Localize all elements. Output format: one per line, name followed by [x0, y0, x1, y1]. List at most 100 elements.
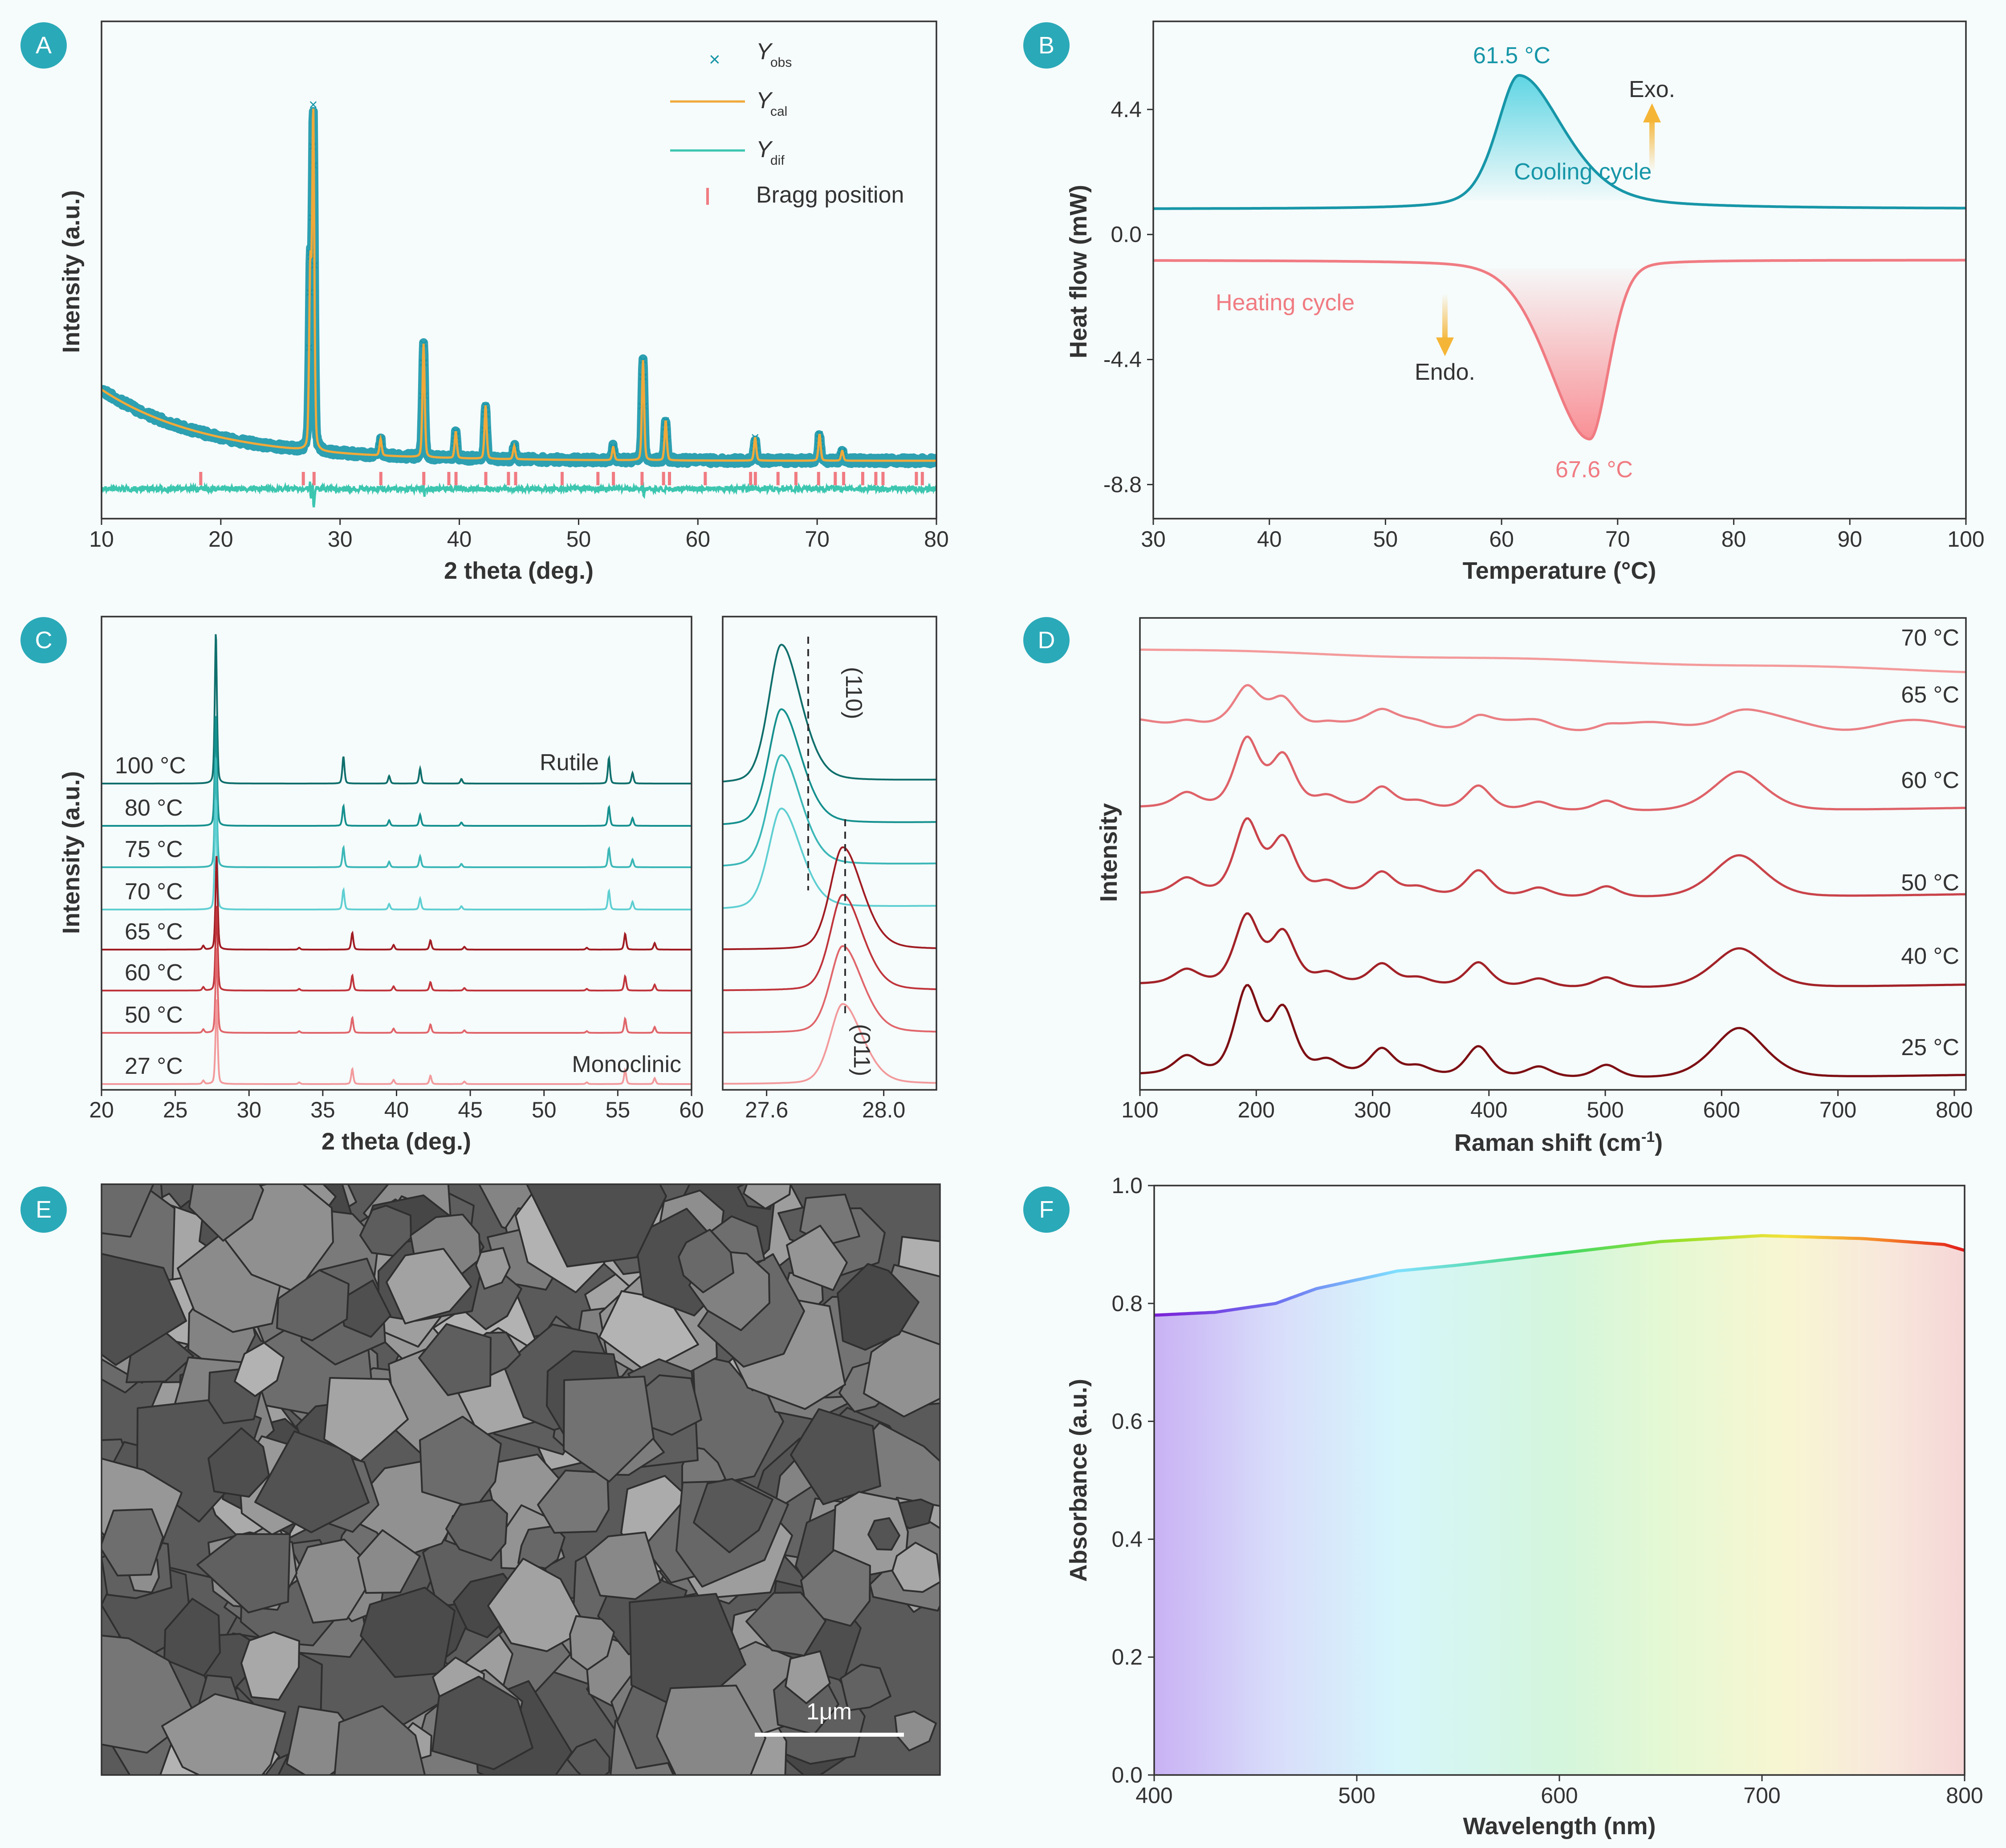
b-cooling-series	[1153, 74, 1966, 210]
bragg-tick	[507, 472, 510, 485]
c-y-axis-label: Intensity (a.u.)	[58, 771, 85, 934]
x-tick-label: 80	[1721, 527, 1746, 552]
sem-micrograph	[102, 1184, 940, 1775]
b-heating-fill	[1478, 262, 1688, 439]
sem-grain	[357, 1529, 421, 1594]
y-tick-label: 0.0	[1111, 1763, 1143, 1787]
b-plot-frame	[1152, 20, 1967, 520]
sem-grains	[102, 1184, 940, 1775]
sem-grain	[840, 1664, 891, 1711]
bragg-tick	[596, 472, 600, 485]
sem-grain	[208, 1427, 270, 1498]
bragg-tick	[514, 472, 517, 485]
x-tick-label: 28.0	[862, 1097, 905, 1122]
d-plot-frame	[1139, 617, 1967, 1091]
bragg-tick	[776, 472, 780, 485]
d-raman-series	[1140, 648, 1965, 1078]
sem-grain	[517, 1525, 566, 1569]
badge-label: A	[36, 32, 52, 59]
sem-grain	[334, 1705, 426, 1775]
b-heating-peak-annotation: 67.6 °C	[1555, 457, 1633, 483]
x-tick-label: 20	[89, 1097, 114, 1122]
bragg-tick	[834, 472, 837, 485]
a-observed-series	[102, 107, 936, 468]
c-inset-label-110: (110)	[841, 667, 867, 719]
c-temperature-labels: 100 °C 80 °C 75 °C 70 °C 65 °C 60 °C 50 °C 27 °…	[115, 753, 186, 1079]
sem-grain	[418, 1323, 492, 1396]
x-tick-label: 700	[1743, 1783, 1780, 1808]
panel-e: E 1μm	[20, 1183, 941, 1776]
c-rutile-label: Rutile	[540, 750, 599, 776]
sem-grain	[569, 1615, 615, 1671]
x-tick-label: 10	[89, 527, 114, 552]
d-series-line	[1140, 684, 1965, 731]
y-tick-label: -4.4	[1103, 347, 1142, 372]
sem-grain	[693, 1478, 773, 1553]
sem-grain	[188, 1184, 264, 1242]
bragg-tick	[842, 472, 846, 485]
d-series-line	[1140, 912, 1965, 988]
b-exo-annotation: Exo.	[1629, 77, 1675, 102]
d-x-axis-ticks: 100 200 300 400 500 600 700 800	[1121, 1090, 1973, 1122]
b-cooling-fill	[1432, 75, 1640, 204]
d-series-label: 50 °C	[1901, 870, 1959, 896]
x-tick-label: 30	[1141, 527, 1166, 552]
x-tick-label: 45	[458, 1097, 483, 1122]
c-series-line	[102, 856, 692, 950]
sem-grain	[786, 1225, 848, 1291]
bragg-tick	[640, 472, 644, 485]
sem-grain	[386, 1248, 472, 1324]
c-inset-label-011: (011)	[849, 1024, 875, 1076]
b-cooling-peak-annotation: 61.5 °C	[1473, 43, 1550, 69]
f-x-axis-label: Wavelength (nm)	[1463, 1813, 1656, 1840]
f-y-axis-label: Absorbance (a.u.)	[1065, 1379, 1092, 1582]
d-temperature-labels: 70 °C 65 °C 60 °C 50 °C 40 °C 25 °C	[1901, 625, 1959, 1060]
c-inset-x-axis-ticks: 27.6 28.0	[745, 1090, 905, 1122]
scale-bar-line	[755, 1733, 904, 1737]
bragg-tick	[794, 472, 798, 485]
d-y-axis-label: Intensity	[1095, 803, 1122, 902]
f-absorbance-fill	[1154, 1235, 1965, 1775]
x-tick-label: 50	[566, 527, 591, 552]
c-series-label: 70 °C	[125, 879, 183, 905]
a-plot-frame	[101, 20, 937, 520]
legend-subscript: obs	[770, 55, 792, 70]
c-inset-series	[723, 643, 936, 1085]
legend-tick-icon	[706, 188, 709, 205]
e-image-frame	[101, 1183, 941, 1776]
bragg-tick	[704, 472, 707, 485]
c-inset-frame	[722, 616, 937, 1091]
sem-grain	[598, 1290, 699, 1373]
c-series-label: 50 °C	[125, 1002, 183, 1028]
x-tick-label: 700	[1819, 1097, 1856, 1122]
badge-label: B	[1038, 32, 1054, 59]
x-tick-label: 70	[1605, 527, 1630, 552]
sem-grain	[566, 1738, 610, 1775]
sem-grain	[475, 1247, 511, 1290]
bragg-tick	[749, 472, 753, 485]
x-tick-label: 300	[1354, 1097, 1391, 1122]
panel-d: D 70 °C 65 °C 60 °C 50 °C 40 °C 25 °C 100 200 3…	[1023, 617, 1973, 1156]
badge-label: D	[1038, 627, 1055, 654]
x-tick-label: 100	[1121, 1097, 1158, 1122]
sem-grain	[563, 1376, 655, 1482]
d-series-label: 70 °C	[1901, 625, 1959, 651]
endo-arrow-icon	[1436, 294, 1454, 356]
c-x-axis-ticks: 20 25 30 35 40 45 50 55 60	[89, 1090, 704, 1122]
sem-grain	[678, 1229, 734, 1293]
x-tick-label: 600	[1703, 1097, 1740, 1122]
bragg-tick	[920, 472, 924, 485]
panel-f: F 400 500 600 700 800 0.0 0.2 0.4 0.6 0.8 1.0 Wav…	[1023, 1173, 1983, 1840]
sem-grain	[163, 1598, 221, 1677]
c-series-line	[102, 906, 692, 991]
x-tick-label: 20	[208, 527, 233, 552]
bragg-tick	[422, 472, 426, 485]
b-y-axis-ticks: 4.4 0.0 -4.4 -8.8	[1103, 97, 1153, 497]
f-y-axis-ticks: 0.0 0.2 0.4 0.6 0.8 1.0	[1111, 1173, 1154, 1787]
y-tick-label: -8.8	[1103, 472, 1142, 497]
b-endo-annotation: Endo.	[1415, 359, 1475, 385]
c-inset-line	[723, 708, 936, 825]
x-tick-label: 27.6	[745, 1097, 788, 1122]
c-inset-line	[723, 945, 936, 1034]
